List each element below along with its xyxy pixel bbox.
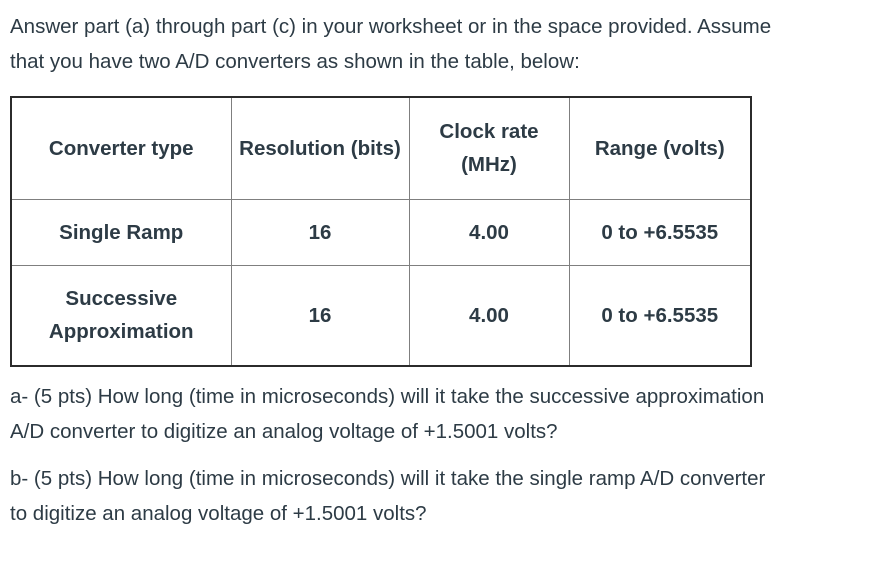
- question-a-paragraph: a- (5 pts) How long (time in microsecond…: [10, 379, 875, 449]
- table-row-successive-approximation: Successive Approximation 16 4.00 0 to +6…: [10, 264, 752, 367]
- intro-paragraph: Answer part (a) through part (c) in your…: [10, 9, 875, 79]
- header-cell-clock-rate: Clock rate (MHz): [408, 96, 570, 200]
- question-a-line-2: A/D converter to digitize an analog volt…: [10, 420, 558, 443]
- cell-range-single-ramp: 0 to +6.5535: [568, 198, 752, 266]
- cell-converter-type-single-ramp: Single Ramp: [10, 198, 232, 266]
- header-cell-range: Range (volts): [568, 96, 752, 200]
- header-cell-converter-type: Converter type: [10, 96, 232, 200]
- intro-line-2: that you have two A/D converters as show…: [10, 50, 580, 73]
- question-b-line-2: to digitize an analog voltage of +1.5001…: [10, 502, 427, 525]
- table-row-single-ramp: Single Ramp 16 4.00 0 to +6.5535: [10, 198, 752, 266]
- cell-range-successive: 0 to +6.5535: [568, 264, 752, 367]
- cell-resolution-successive: 16: [230, 264, 410, 367]
- header-cell-resolution: Resolution (bits): [230, 96, 410, 200]
- question-b-paragraph: b- (5 pts) How long (time in microsecond…: [10, 461, 875, 531]
- cell-clock-rate-successive: 4.00: [408, 264, 570, 367]
- header-clock-rate-text: Clock rate (MHz): [439, 120, 539, 177]
- table-header-row: Converter type Resolution (bits) Clock r…: [10, 96, 752, 200]
- converters-table: Converter type Resolution (bits) Clock r…: [10, 96, 752, 367]
- cell-successive-text: Successive Approximation: [48, 287, 194, 344]
- cell-converter-type-successive: Successive Approximation: [10, 264, 232, 367]
- document-page: Answer part (a) through part (c) in your…: [10, 9, 875, 531]
- question-b-line-1: b- (5 pts) How long (time in microsecond…: [10, 467, 766, 490]
- intro-line-1: Answer part (a) through part (c) in your…: [10, 15, 772, 38]
- cell-clock-rate-single-ramp: 4.00: [408, 198, 570, 266]
- cell-resolution-single-ramp: 16: [230, 198, 410, 266]
- question-a-line-1: a- (5 pts) How long (time in microsecond…: [10, 385, 765, 408]
